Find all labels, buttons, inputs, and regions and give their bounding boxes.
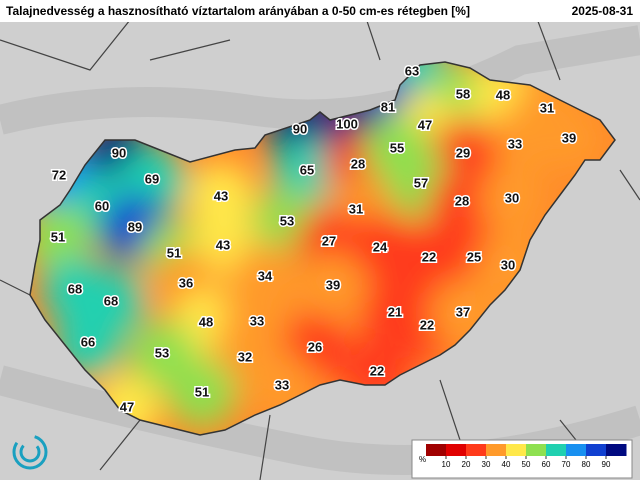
station-value: 65 (300, 162, 314, 177)
colorbar-tick-label: 60 (542, 460, 551, 469)
station-value: 51 (167, 245, 181, 260)
station-value: 51 (195, 384, 209, 399)
station-value: 68 (68, 281, 82, 296)
station-value: 53 (155, 345, 169, 360)
station-value: 89 (128, 219, 142, 234)
colorbar: 10 20 30 40 50 60 70 80 90 (426, 444, 627, 469)
moisture-blob (478, 165, 546, 233)
station-value: 58 (456, 86, 470, 101)
title-bar (0, 0, 640, 22)
station-value: 72 (52, 167, 66, 182)
station-value: 33 (508, 136, 522, 151)
station-value: 53 (280, 213, 294, 228)
station-value: 69 (145, 171, 159, 186)
station-value: 57 (414, 175, 428, 190)
colorbar-tick-label: 30 (482, 460, 491, 469)
colorbar-tick-label: 70 (562, 460, 571, 469)
station-value: 60 (95, 198, 109, 213)
station-value: 29 (456, 145, 470, 160)
moisture-blob (187, 163, 255, 231)
station-value: 90 (112, 145, 126, 160)
station-value: 90 (293, 121, 307, 136)
station-value: 63 (405, 63, 419, 78)
colorbar-segment (546, 444, 567, 456)
colorbar-segment (526, 444, 547, 456)
colorbar-segment (506, 444, 527, 456)
station-value: 22 (420, 317, 434, 332)
colorbar-segment (566, 444, 587, 456)
station-value: 68 (104, 293, 118, 308)
logo (12, 434, 48, 470)
moisture-blob (273, 137, 341, 205)
station-value: 25 (467, 249, 481, 264)
moisture-blob (428, 168, 496, 236)
station-value: 55 (390, 140, 404, 155)
moisture-blob (30, 204, 92, 272)
station-value: 66 (81, 334, 95, 349)
colorbar-tick-label: 90 (602, 460, 611, 469)
station-value: 100 (336, 116, 358, 131)
station-value: 81 (381, 99, 395, 114)
station-value: 31 (540, 100, 554, 115)
station-value: 32 (238, 349, 252, 364)
colorbar-tick-label: 10 (442, 460, 451, 469)
moisture-blob (481, 111, 549, 179)
station-value: 47 (418, 117, 432, 132)
colorbar-tick-label: 40 (502, 460, 511, 469)
station-labels: 63 58 48 31 81 90 100 47 39 33 29 90 65 28 55 72 69 57 43 2… (49, 62, 577, 416)
station-value: 22 (370, 363, 384, 378)
colorbar-segment (466, 444, 487, 456)
station-value: 43 (214, 188, 228, 203)
station-value: 28 (455, 193, 469, 208)
colorbar-segment (446, 444, 467, 456)
moisture-blob (535, 105, 603, 173)
colorbar-segment (586, 444, 607, 456)
station-value: 51 (51, 229, 65, 244)
station-value: 28 (351, 156, 365, 171)
station-value: 22 (422, 249, 436, 264)
colorbar-segment (606, 444, 627, 456)
colorbar-segment (426, 444, 447, 456)
station-value: 48 (199, 314, 213, 329)
station-value: 26 (308, 339, 322, 354)
station-value: 33 (250, 313, 264, 328)
station-value: 27 (322, 233, 336, 248)
station-value: 48 (496, 87, 510, 102)
station-value: 43 (216, 237, 230, 252)
title: Talajnedvesség a hasznosítható víztartal… (6, 4, 470, 18)
colorbar-segment (486, 444, 507, 456)
station-value: 36 (179, 275, 193, 290)
station-value: 37 (456, 304, 470, 319)
moisture-blob (168, 359, 236, 427)
date: 2025-08-31 (572, 4, 634, 18)
station-value: 30 (501, 257, 515, 272)
station-value: 31 (349, 201, 363, 216)
colorbar-tick-label: 20 (462, 460, 471, 469)
station-value: 47 (120, 399, 134, 414)
station-value: 39 (562, 130, 576, 145)
legend-unit: % (419, 455, 426, 464)
colorbar-tick-label: 50 (522, 460, 531, 469)
station-value: 30 (505, 190, 519, 205)
station-value: 33 (275, 377, 289, 392)
station-value: 39 (326, 277, 340, 292)
station-value: 21 (388, 304, 402, 319)
station-value: 34 (258, 268, 273, 283)
moisture-blob (299, 252, 367, 320)
station-value: 24 (373, 239, 388, 254)
colorbar-tick-label: 80 (582, 460, 591, 469)
